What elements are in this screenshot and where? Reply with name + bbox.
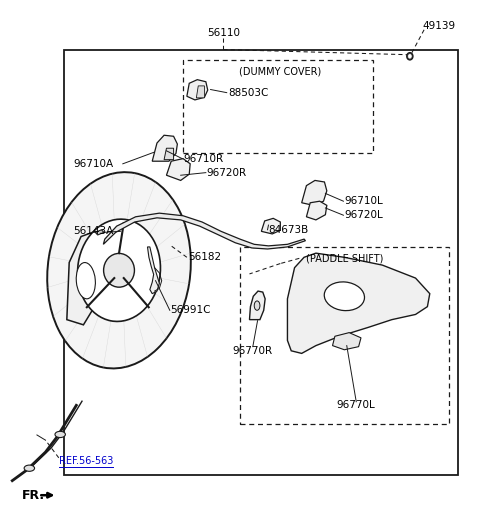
Bar xyxy=(183,60,373,153)
Text: 96720R: 96720R xyxy=(207,167,247,177)
Text: 84673B: 84673B xyxy=(268,225,309,235)
Ellipse shape xyxy=(254,301,260,310)
Polygon shape xyxy=(96,230,104,235)
Text: 96710L: 96710L xyxy=(344,196,383,206)
Text: (DUMMY COVER): (DUMMY COVER) xyxy=(239,66,322,76)
Ellipse shape xyxy=(408,55,411,58)
Polygon shape xyxy=(333,333,361,350)
Polygon shape xyxy=(306,201,327,220)
Polygon shape xyxy=(261,218,280,234)
Text: 96770L: 96770L xyxy=(337,401,376,411)
Text: 56143A: 56143A xyxy=(73,226,113,236)
Ellipse shape xyxy=(104,254,134,287)
Polygon shape xyxy=(147,247,159,293)
Ellipse shape xyxy=(407,52,413,60)
Ellipse shape xyxy=(24,465,35,471)
Bar xyxy=(64,49,458,476)
Text: 56991C: 56991C xyxy=(170,306,211,316)
Polygon shape xyxy=(187,80,208,100)
Ellipse shape xyxy=(78,219,160,321)
Ellipse shape xyxy=(76,262,96,299)
Text: 88503C: 88503C xyxy=(228,88,268,98)
Text: 96710R: 96710R xyxy=(183,154,223,164)
Polygon shape xyxy=(167,159,190,181)
Polygon shape xyxy=(301,181,327,205)
Text: FR.: FR. xyxy=(22,489,45,502)
Text: (PADDLE SHIFT): (PADDLE SHIFT) xyxy=(306,254,383,264)
Bar xyxy=(240,247,449,424)
Polygon shape xyxy=(67,232,107,325)
Polygon shape xyxy=(103,213,305,249)
Ellipse shape xyxy=(55,432,65,437)
Polygon shape xyxy=(196,86,204,98)
Text: REF.56-563: REF.56-563 xyxy=(59,456,113,466)
Text: 49139: 49139 xyxy=(423,21,456,31)
Text: 96770R: 96770R xyxy=(233,346,273,356)
Ellipse shape xyxy=(47,172,191,369)
Text: 56182: 56182 xyxy=(188,253,221,262)
Text: 96720L: 96720L xyxy=(344,210,383,220)
Text: 56110: 56110 xyxy=(207,28,240,38)
Ellipse shape xyxy=(324,282,364,311)
Polygon shape xyxy=(288,253,430,353)
Text: 96710A: 96710A xyxy=(73,159,113,169)
Polygon shape xyxy=(164,148,174,160)
Polygon shape xyxy=(152,135,178,161)
Polygon shape xyxy=(250,291,265,320)
